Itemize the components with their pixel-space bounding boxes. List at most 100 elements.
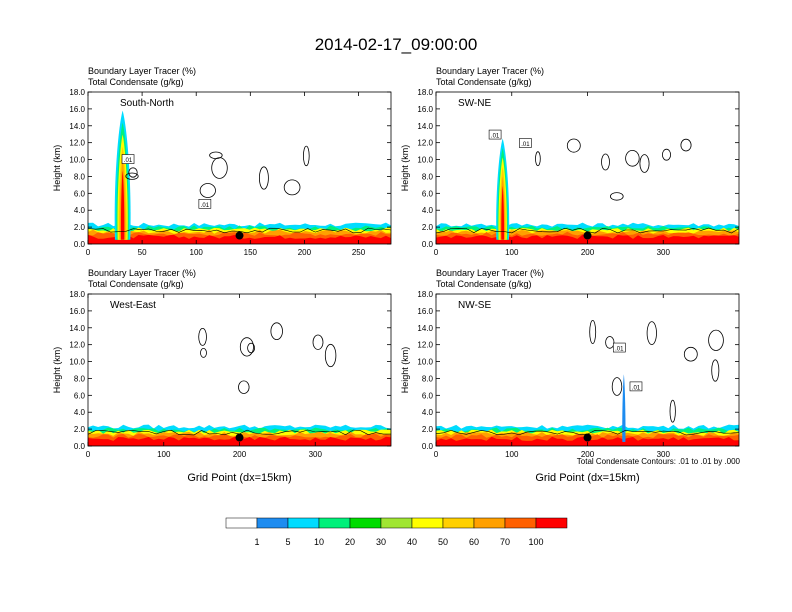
y-tick-label: 8.0 [74, 172, 86, 181]
x-tick-label: 200 [233, 450, 247, 459]
colorbar-label: 20 [345, 537, 355, 547]
condensate-contour [247, 342, 256, 354]
plume-layer-5 [623, 406, 625, 442]
y-tick-label: 12.0 [69, 139, 85, 148]
x-tick-label: 200 [581, 450, 595, 459]
panel-subtitle: Total Condensate (g/kg) [436, 77, 532, 87]
x-tick-label: 300 [657, 450, 671, 459]
colorbar-label: 30 [376, 537, 386, 547]
condensate-contour [566, 138, 581, 153]
contour-label: .01 [201, 203, 210, 209]
condensate-contour [711, 359, 720, 382]
condensate-contour [605, 336, 615, 349]
condensate-contour [639, 154, 650, 173]
condensate-contour [589, 319, 597, 344]
panel-subtitle: Total Condensate (g/kg) [436, 279, 532, 289]
y-tick-label: 4.0 [74, 408, 86, 417]
y-tick-label: 6.0 [74, 189, 86, 198]
colorbar-label: 10 [314, 537, 324, 547]
panels: .01 .01 0 50 100 150 200 250 0.0 2.0 4.0 6.0 8.0 10.0… [52, 66, 740, 484]
y-tick-label: 8.0 [74, 374, 86, 383]
condensate-contour [239, 337, 254, 357]
y-tick-label: 6.0 [74, 391, 86, 400]
condensate-contour [312, 334, 324, 350]
y-tick-label: 10.0 [417, 358, 433, 367]
colorbar-label: 5 [285, 537, 290, 547]
location-marker [583, 433, 592, 442]
y-tick-label: 0.0 [74, 240, 86, 249]
panel-subtitle: Total Condensate (g/kg) [88, 77, 184, 87]
y-tick-label: 12.0 [69, 341, 85, 350]
y-tick-label: 0.0 [422, 240, 434, 249]
panel-label: SW-NE [458, 98, 491, 109]
contour-label: .01 [491, 134, 500, 140]
surface-contour [88, 227, 391, 234]
y-tick-label: 16.0 [417, 307, 433, 316]
x-axis-label: Grid Point (dx=15km) [187, 472, 291, 484]
y-tick-label: 12.0 [417, 341, 433, 350]
colorbar-swatch [411, 517, 444, 529]
x-tick-label: 0 [434, 450, 439, 459]
colorbar-label: 70 [500, 537, 510, 547]
y-tick-label: 18.0 [417, 88, 433, 97]
panel-title: Boundary Layer Tracer (%) [436, 66, 544, 76]
plot-frame [435, 293, 740, 447]
x-tick-label: 300 [309, 450, 323, 459]
contour-label-box [198, 199, 212, 209]
colorbar-label: 1 [254, 537, 259, 547]
y-tick-label: 10.0 [69, 156, 85, 165]
plot-area [436, 319, 739, 446]
y-tick-label: 6.0 [422, 189, 434, 198]
colorbar-swatch [535, 517, 568, 529]
plot-area [436, 138, 739, 244]
condensate-contour [662, 148, 672, 161]
x-axis-label: Grid Point (dx=15km) [535, 472, 639, 484]
colorbar-swatch [349, 517, 382, 529]
panel-south-north: .01 .01 0 50 100 150 200 250 0.0 2.0 4.0 6.0 8.0 10.0… [52, 66, 392, 257]
condensate-contour [625, 150, 640, 167]
colorbar-label: 60 [469, 537, 479, 547]
colorbar-swatch [287, 517, 320, 529]
y-tick-label: 8.0 [422, 172, 434, 181]
y-tick-label: 14.0 [69, 122, 85, 131]
plot-area [88, 322, 391, 446]
plot-frame [87, 91, 392, 245]
colorbar: 1 5 10 20 30 40 50 60 70 100 [225, 517, 568, 547]
panel-label: South-North [120, 98, 174, 109]
condensate-contour [209, 151, 223, 159]
condensate-contour [283, 179, 301, 196]
y-tick-label: 4.0 [422, 408, 434, 417]
x-tick-label: 100 [505, 450, 519, 459]
x-tick-label: 0 [434, 248, 439, 257]
contour-note: Total Condensate Contours: .01 to .01 by… [577, 457, 741, 466]
x-tick-label: 200 [298, 248, 312, 257]
condensate-contour [324, 343, 337, 368]
y-tick-label: 10.0 [69, 358, 85, 367]
condensate-contour [128, 167, 138, 178]
y-tick-label: 0.0 [74, 442, 86, 451]
y-tick-label: 18.0 [69, 290, 85, 299]
y-tick-label: 2.0 [422, 425, 434, 434]
y-tick-label: 8.0 [422, 374, 434, 383]
location-marker [235, 231, 244, 240]
condensate-contour [125, 172, 139, 180]
plot-frame [87, 293, 392, 447]
y-tick-label: 18.0 [69, 88, 85, 97]
y-axis-label: Height (km) [400, 347, 410, 394]
x-tick-label: 200 [581, 248, 595, 257]
condensate-contour [611, 377, 623, 396]
y-tick-label: 10.0 [417, 156, 433, 165]
panel-nw-se: .01 .01 0 100 200 300 0.0 2.0 4.0 6.0 8.0 10.0 12.0 1… [400, 268, 740, 484]
panel-west-east: 0 100 200 300 0.0 2.0 4.0 6.0 8.0 10.0 12.0 14.0 16.… [52, 268, 392, 484]
colorbar-swatch [504, 517, 537, 529]
y-tick-label: 2.0 [74, 223, 86, 232]
condensate-contour [646, 321, 657, 346]
x-tick-label: 0 [86, 450, 91, 459]
condensate-contour [199, 183, 216, 198]
colorbar-swatch [380, 517, 413, 529]
condensate-contour [708, 329, 724, 351]
x-tick-label: 100 [157, 450, 171, 459]
y-tick-label: 4.0 [422, 206, 434, 215]
y-axis-label: Height (km) [400, 145, 410, 192]
colorbar-swatch [442, 517, 475, 529]
